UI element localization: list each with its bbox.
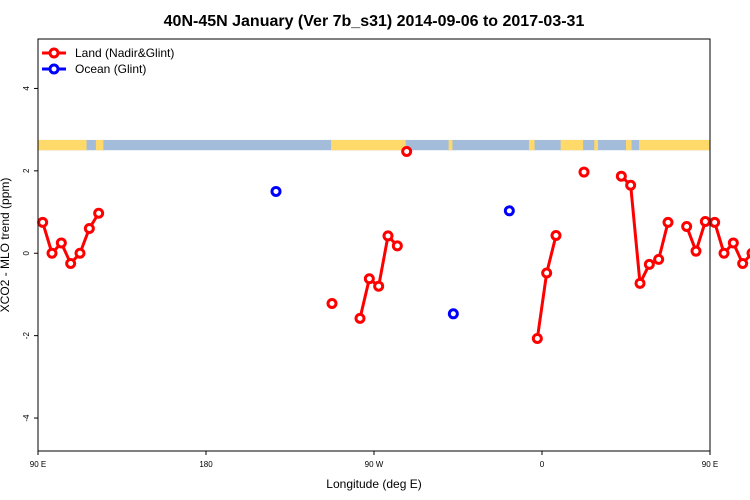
ocean-data-point	[447, 308, 459, 320]
ocean-data-point	[270, 185, 282, 197]
x-axis: 90 E 180 90 W 0 90 E	[30, 451, 718, 469]
land-series-line	[685, 219, 750, 267]
land-data-point	[653, 253, 665, 265]
land-data-point	[699, 216, 711, 228]
land-data-point	[65, 258, 77, 270]
x-tick-label: 90 E	[702, 460, 718, 469]
y-tick-label: 4	[22, 86, 31, 91]
land-data-point	[37, 216, 49, 228]
y-tick-label: -4	[22, 414, 31, 422]
land-data-point	[625, 179, 637, 191]
x-tick-label: 0	[540, 460, 545, 469]
x-tick-label: 180	[199, 460, 213, 469]
land-band	[448, 139, 453, 151]
x-axis-label: Longitude (deg E)	[326, 477, 421, 491]
land-data-point	[74, 247, 86, 259]
x-tick-label: 90 E	[30, 460, 46, 469]
legend-ocean-marker	[48, 63, 60, 75]
land-band	[560, 139, 584, 151]
land-data-point	[373, 280, 385, 292]
land-data-point	[718, 247, 730, 259]
y-tick-label: -2	[22, 332, 31, 340]
legend-ocean-label: Ocean (Glint)	[75, 62, 146, 76]
land-band	[331, 139, 406, 151]
land-data-point	[531, 333, 543, 345]
land-ocean-mask	[38, 139, 710, 151]
plot-frame	[37, 38, 711, 452]
legend-land-marker	[48, 47, 60, 59]
land-band	[528, 139, 535, 151]
land-band	[38, 139, 87, 151]
land-data-point	[634, 277, 646, 289]
land-series-line	[535, 235, 558, 339]
y-axis: -4 -2 0 2 4	[22, 86, 38, 422]
legend-land-label: Land (Nadir&Glint)	[75, 46, 174, 60]
land-data-point	[727, 237, 739, 249]
land-data-point	[55, 237, 67, 249]
legend: Land (Nadir&Glint) Ocean (Glint)	[42, 46, 174, 76]
land-data-point	[690, 245, 702, 257]
land-data-point	[550, 230, 562, 242]
y-tick-label: 2	[22, 168, 31, 173]
land-data-point	[643, 258, 655, 270]
land-data-point	[391, 240, 403, 252]
ocean-data-point	[503, 205, 515, 217]
land-data-point	[354, 312, 366, 324]
land-data-point	[681, 220, 693, 232]
land-band	[639, 139, 710, 151]
land-data-point	[83, 223, 95, 235]
land-data-point	[46, 247, 58, 259]
land-band	[594, 139, 598, 151]
x-tick-label: 90 W	[365, 460, 384, 469]
y-tick-label: 0	[22, 250, 31, 255]
series-layer	[37, 145, 750, 345]
land-band	[95, 139, 104, 151]
land-data-point	[326, 298, 338, 310]
land-data-point	[541, 267, 553, 279]
land-data-point	[578, 166, 590, 178]
land-data-point	[709, 216, 721, 228]
land-data-point	[662, 216, 674, 228]
land-data-point	[401, 145, 413, 157]
land-data-point	[615, 170, 627, 182]
land-data-point	[93, 207, 105, 219]
land-band	[626, 139, 632, 151]
land-data-point	[737, 258, 749, 270]
y-axis-label: XCO2 - MLO trend (ppm)	[0, 178, 12, 313]
chart-title: 40N-45N January (Ver 7b_s31) 2014-09-06 …	[164, 13, 585, 30]
land-data-point	[363, 273, 375, 285]
land-data-point	[382, 230, 394, 242]
